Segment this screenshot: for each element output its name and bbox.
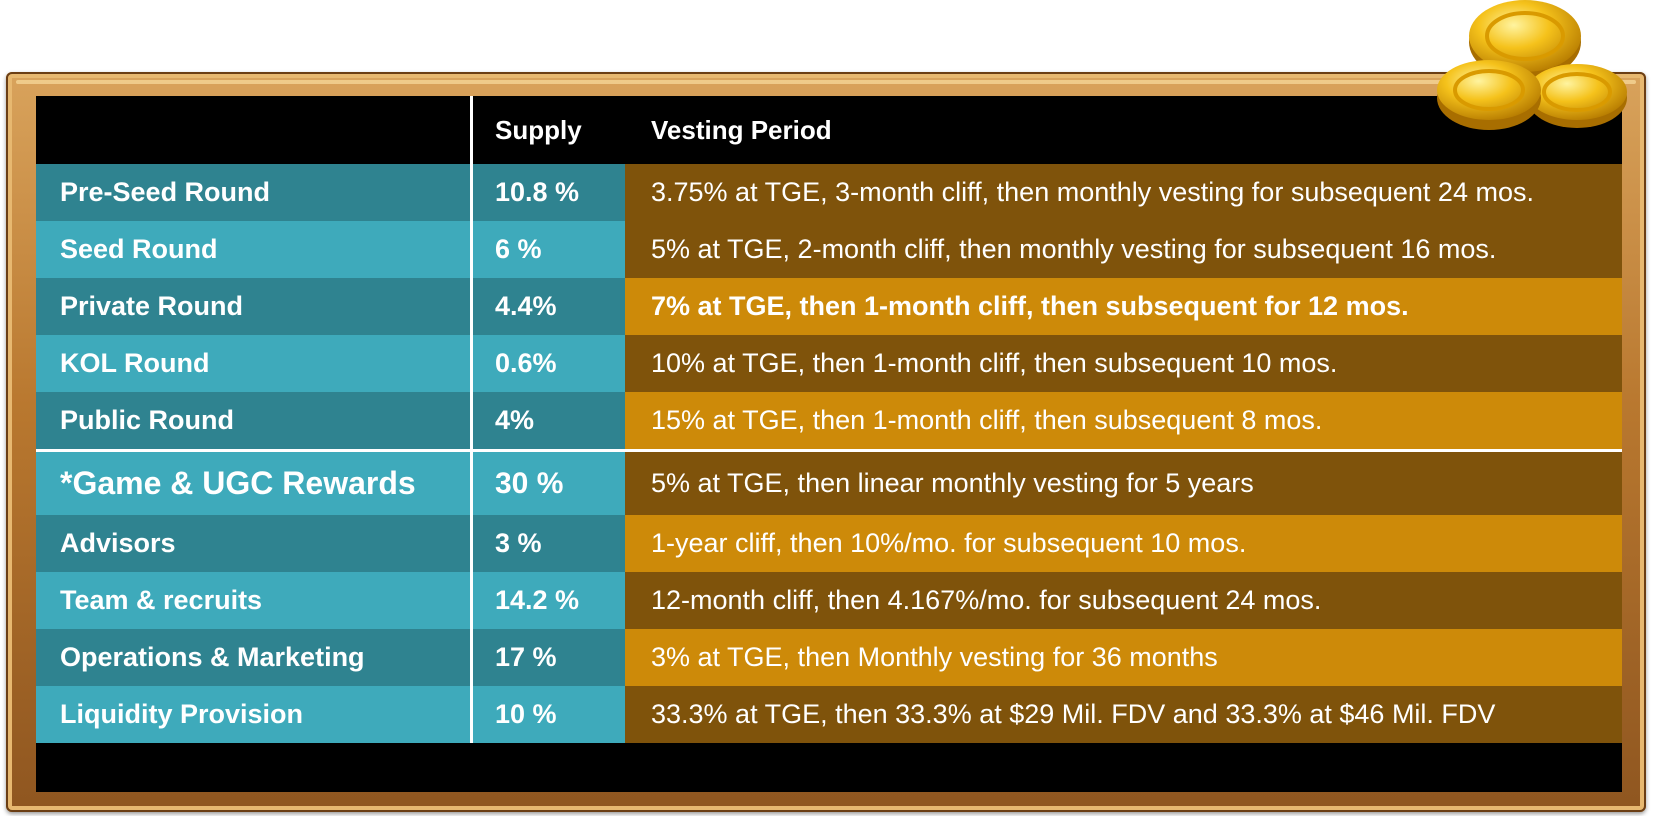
row-vesting: 10% at TGE, then 1-month cliff, then sub… — [625, 335, 1622, 392]
row-supply: 4.4% — [473, 278, 625, 335]
row-name: Team & recruits — [36, 572, 473, 629]
row-supply: 0.6% — [473, 335, 625, 392]
row-vesting: 33.3% at TGE, then 33.3% at $29 Mil. FDV… — [625, 686, 1622, 743]
row-name: KOL Round — [36, 335, 473, 392]
row-name: Pre-Seed Round — [36, 164, 473, 221]
header-supply: Supply — [473, 96, 625, 164]
row-name: Seed Round — [36, 221, 473, 278]
row-supply: 30 % — [473, 449, 625, 515]
header-blank — [36, 96, 473, 164]
row-name: Liquidity Provision — [36, 686, 473, 743]
row-supply: 14.2 % — [473, 572, 625, 629]
row-name: Public Round — [36, 392, 473, 449]
row-supply: 4% — [473, 392, 625, 449]
row-vesting: 5% at TGE, 2-month cliff, then monthly v… — [625, 221, 1622, 278]
row-vesting: 15% at TGE, then 1-month cliff, then sub… — [625, 392, 1622, 449]
row-vesting: 3.75% at TGE, 3-month cliff, then monthl… — [625, 164, 1622, 221]
row-supply: 3 % — [473, 515, 625, 572]
row-vesting: 12-month cliff, then 4.167%/mo. for subs… — [625, 572, 1622, 629]
token-allocation-table: Supply Vesting Period Pre-Seed Round 10.… — [36, 96, 1622, 792]
row-supply: 10.8 % — [473, 164, 625, 221]
row-name: Operations & Marketing — [36, 629, 473, 686]
row-supply: 17 % — [473, 629, 625, 686]
row-vesting: 5% at TGE, then linear monthly vesting f… — [625, 449, 1622, 515]
row-name: Private Round — [36, 278, 473, 335]
row-supply: 6 % — [473, 221, 625, 278]
row-name: *Game & UGC Rewards — [36, 449, 473, 515]
row-vesting: 3% at TGE, then Monthly vesting for 36 m… — [625, 629, 1622, 686]
row-vesting: 7% at TGE, then 1-month cliff, then subs… — [625, 278, 1622, 335]
row-name: Advisors — [36, 515, 473, 572]
gold-coins-icon — [1437, 0, 1627, 130]
row-vesting: 1-year cliff, then 10%/mo. for subsequen… — [625, 515, 1622, 572]
row-supply: 10 % — [473, 686, 625, 743]
